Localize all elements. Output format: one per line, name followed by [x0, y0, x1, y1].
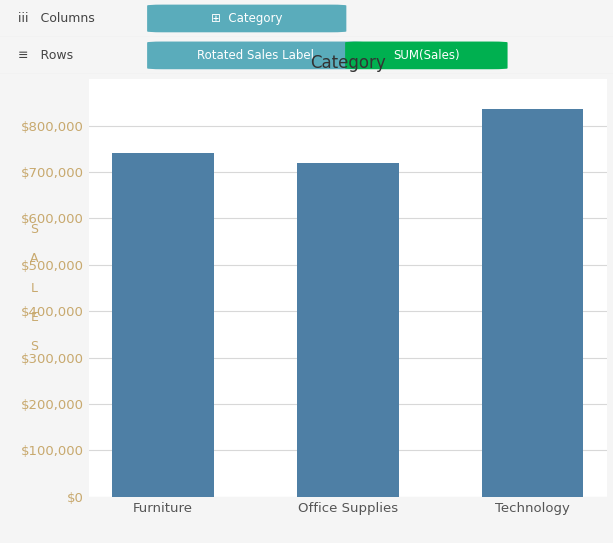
- Bar: [482, 109, 584, 497]
- Text: ⊞  Category: ⊞ Category: [211, 12, 283, 25]
- Text: L: L: [31, 282, 38, 294]
- FancyBboxPatch shape: [147, 4, 346, 33]
- Bar: [297, 163, 398, 497]
- Text: SUM(Sales): SUM(Sales): [393, 49, 460, 62]
- FancyBboxPatch shape: [147, 42, 365, 70]
- Text: Rotated Sales Label: Rotated Sales Label: [197, 49, 314, 62]
- Text: ≡   Rows: ≡ Rows: [18, 49, 74, 62]
- Text: E: E: [31, 311, 39, 324]
- Title: Category: Category: [310, 54, 386, 72]
- Text: A: A: [30, 252, 39, 266]
- Bar: [112, 153, 214, 497]
- Text: S: S: [31, 340, 39, 353]
- Text: iii   Columns: iii Columns: [18, 12, 95, 25]
- Text: S: S: [31, 223, 39, 236]
- FancyBboxPatch shape: [345, 42, 508, 70]
